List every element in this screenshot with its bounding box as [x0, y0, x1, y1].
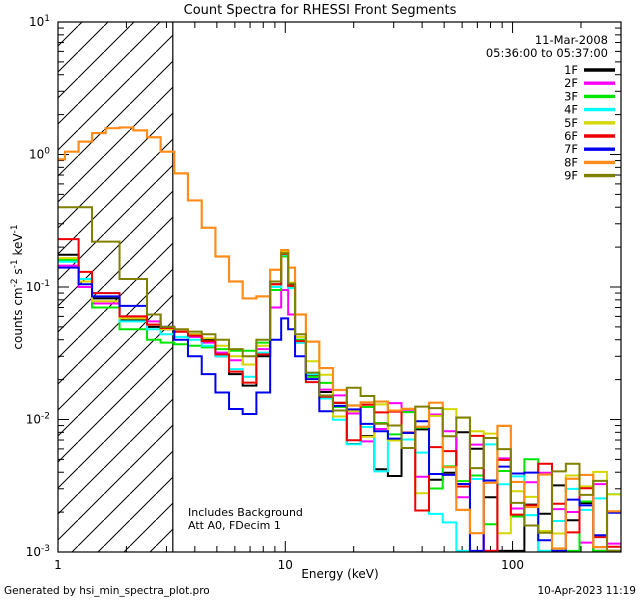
series-line-9F	[58, 206, 621, 552]
legend-label-4F[interactable]: 4F	[564, 103, 578, 117]
y-tick-exponent: 1	[44, 14, 50, 24]
legend-label-2F[interactable]: 2F	[564, 76, 578, 90]
series-line-8F	[58, 126, 621, 550]
y-axis-label-sup2: -1	[10, 259, 20, 268]
y-tick-exponent: -1	[41, 279, 50, 289]
observation-time-range: 05:36:00 to 05:37:00	[486, 46, 608, 60]
legend-label-1F[interactable]: 1F	[564, 63, 578, 77]
y-tick-exponent: 0	[44, 147, 50, 157]
y-tick-label--3: 10-3	[26, 544, 50, 559]
hatched-exclusion-region	[58, 22, 174, 552]
legend-label-6F[interactable]: 6F	[564, 129, 578, 143]
annotation-line-2: Att A0, FDecim 1	[188, 519, 281, 532]
plot-frame	[57, 21, 622, 553]
chart-title: Count Spectra for RHESSI Front Segments	[184, 3, 457, 18]
x-tick-label-100: 100	[501, 558, 524, 572]
y-tick-exponent: -2	[41, 412, 50, 422]
observation-date: 11-Mar-2008	[535, 33, 608, 47]
legend-label-5F[interactable]: 5F	[564, 116, 578, 130]
data-series-group	[58, 126, 621, 552]
x-tick-labels: 1 10 100	[54, 558, 524, 572]
footer-generator: Generated by hsi_min_spectra_plot.pro	[4, 585, 210, 597]
y-tick-mantissa: 10	[26, 413, 41, 427]
footer-timestamp: 10-Apr-2023 11:19	[537, 585, 636, 597]
x-axis-label: Energy (keV)	[301, 567, 378, 581]
y-tick-mantissa: 10	[29, 148, 44, 162]
y-tick-label-0: 100	[29, 147, 50, 162]
y-axis-label-sup3: -1	[10, 224, 20, 233]
y-tick-label-1: 101	[29, 14, 50, 29]
annotation-line-1: Includes Background	[188, 506, 303, 519]
y-tick-label--2: 10-2	[26, 412, 50, 427]
legend-label-7F[interactable]: 7F	[564, 142, 578, 156]
legend-label-3F[interactable]: 3F	[564, 89, 578, 103]
y-tick-mantissa: 10	[26, 545, 41, 559]
svg-text:counts cm-2 s-1 keV-1: counts cm-2 s-1 keV-1	[10, 224, 25, 349]
x-tick-label-10: 10	[278, 558, 293, 572]
y-axis-label-sup1: -2	[10, 278, 20, 287]
y-tick-label--1: 10-1	[26, 279, 50, 294]
y-axis-label-part2: s	[11, 268, 25, 278]
x-tick-label-1: 1	[54, 558, 62, 572]
y-axis-label-part1: counts cm	[11, 287, 25, 349]
y-tick-mantissa: 10	[29, 15, 44, 29]
y-tick-mantissa: 10	[26, 280, 41, 294]
y-axis-label-part3: keV	[11, 233, 25, 260]
legend-label-9F[interactable]: 9F	[564, 169, 578, 183]
hatch-fill	[58, 22, 173, 552]
legend-label-8F[interactable]: 8F	[564, 155, 578, 169]
y-axis-label: counts cm-2 s-1 keV-1	[10, 224, 25, 349]
y-tick-exponent: -3	[41, 544, 50, 554]
